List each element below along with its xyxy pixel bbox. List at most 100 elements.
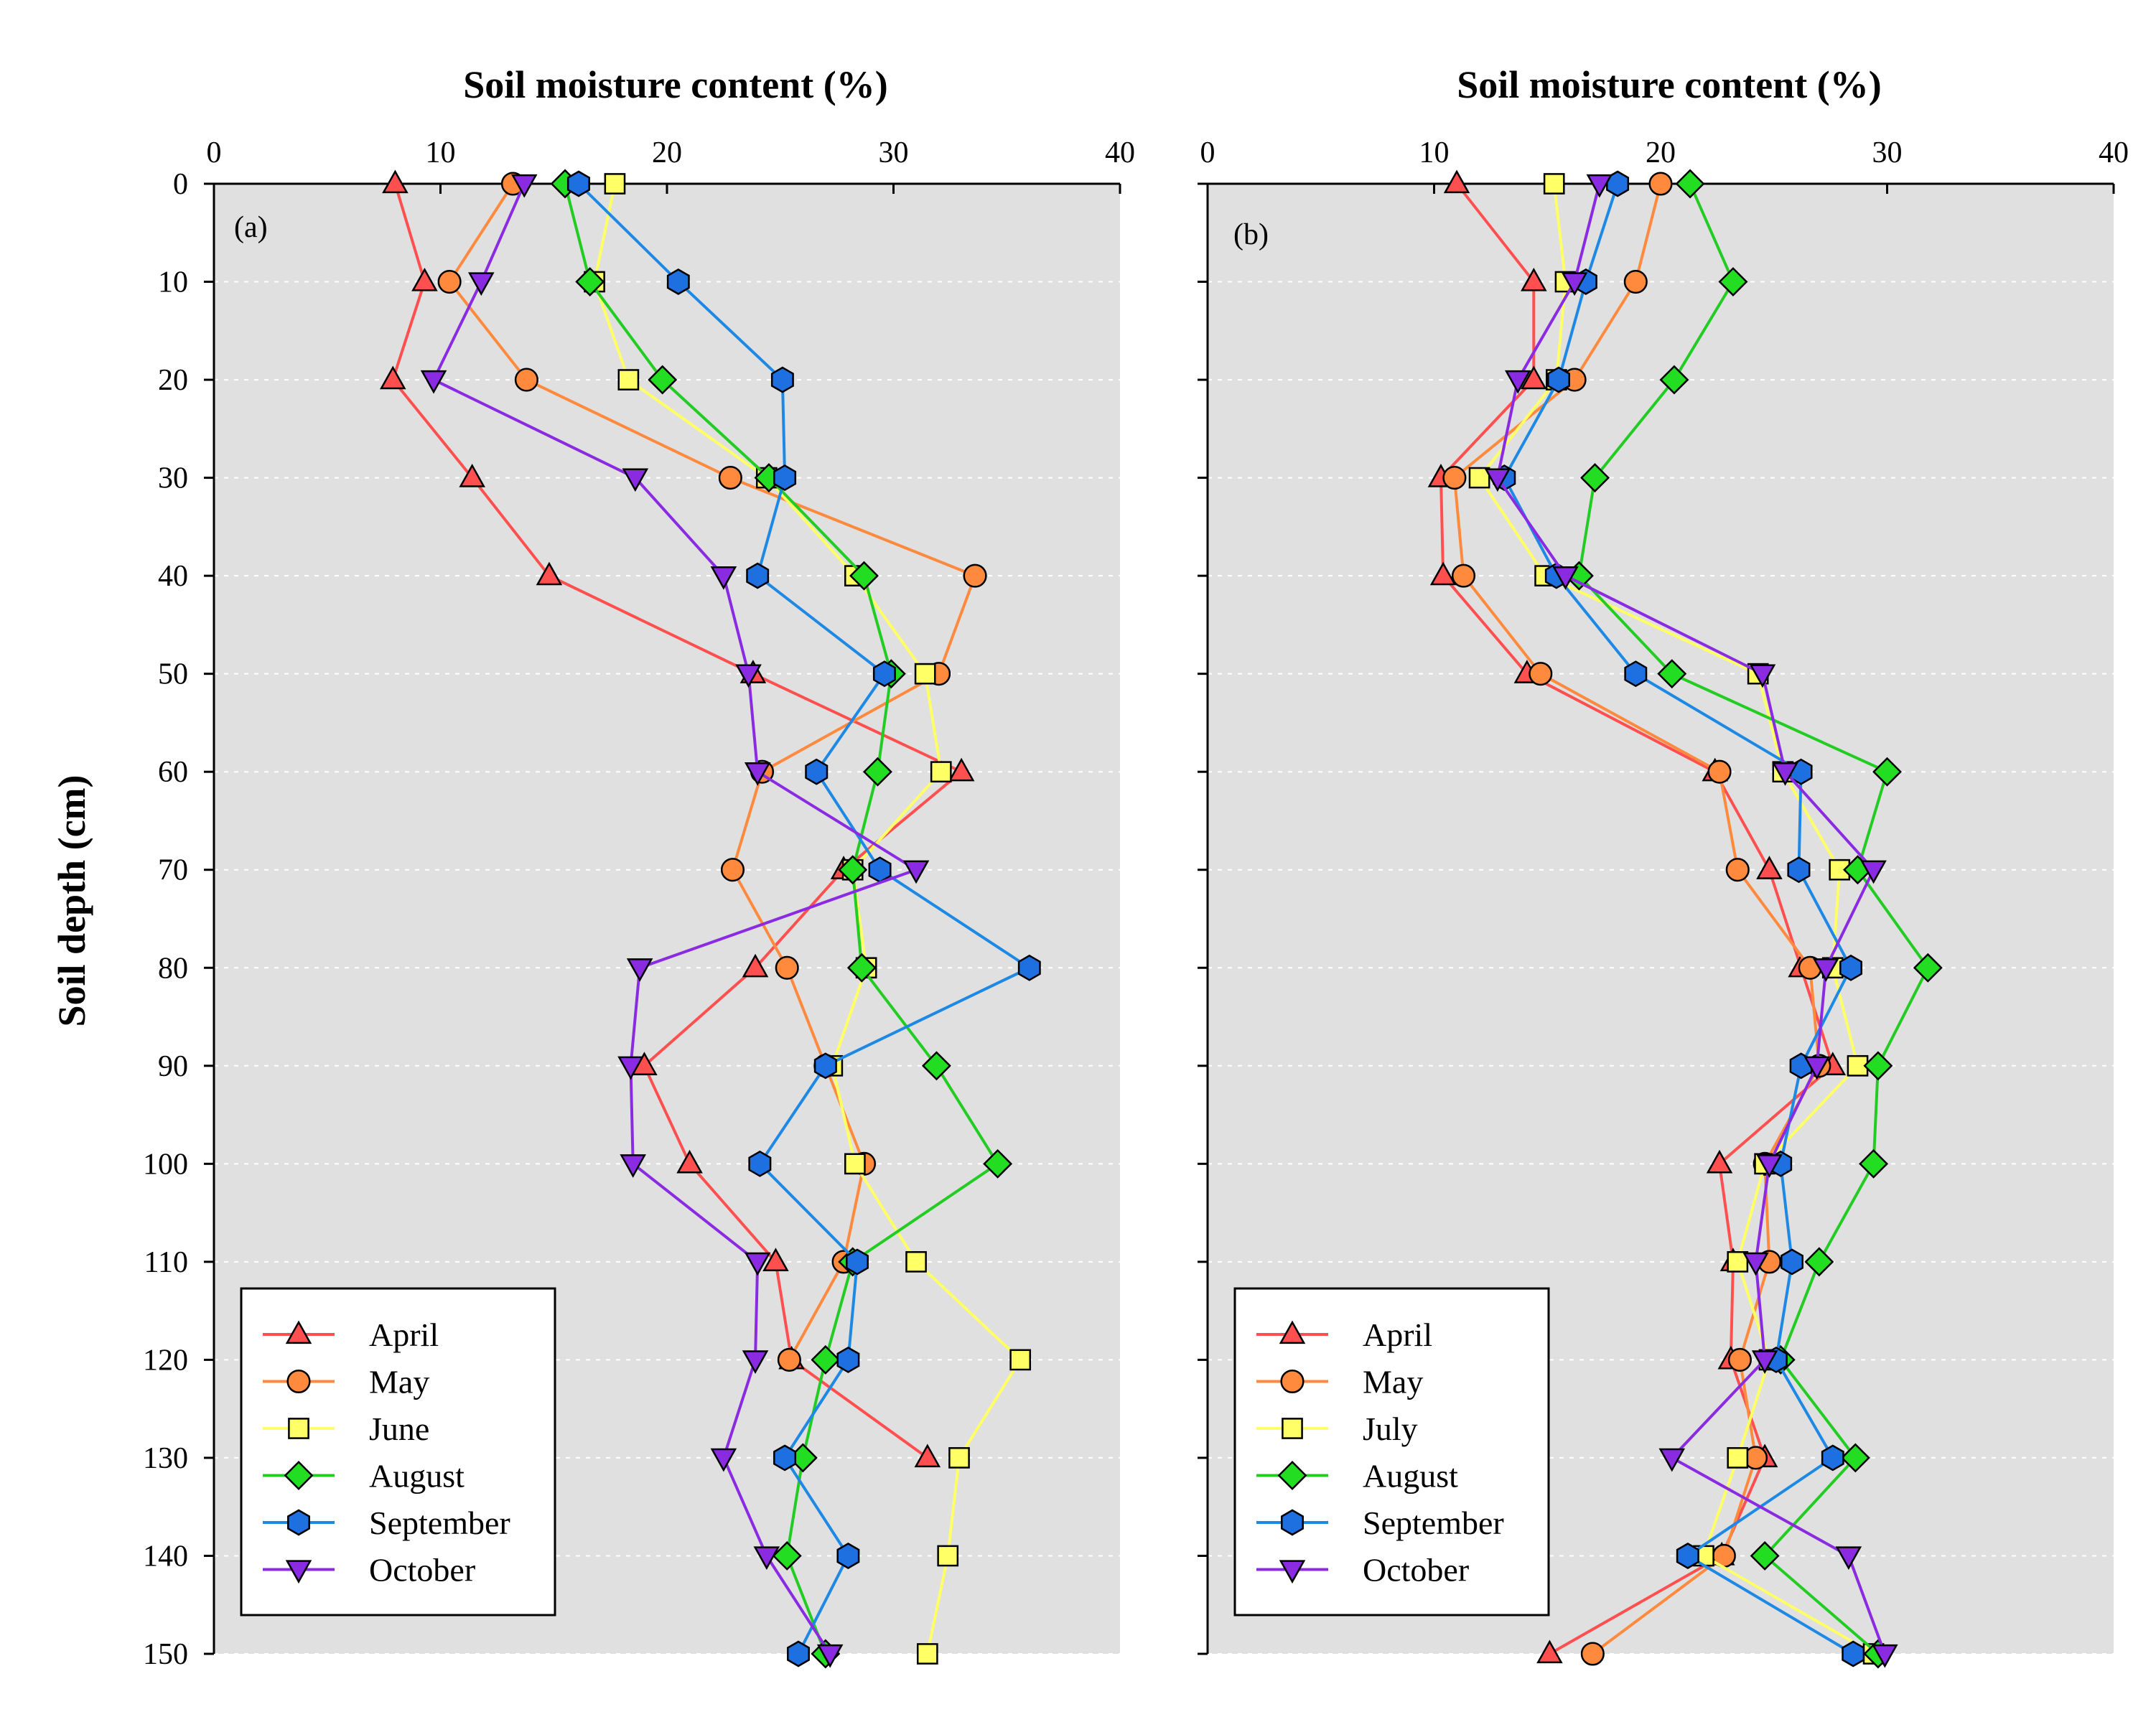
data-point-may (514, 368, 538, 392)
panel-b: Soil moisture content (%) 0 10 20 30 40 (b) … (1198, 63, 2129, 1669)
legend-marker (284, 1461, 314, 1490)
data-point-september (1839, 954, 1862, 981)
data-point-may (1623, 269, 1648, 294)
data-point-august (1804, 1247, 1834, 1277)
data-point-october (626, 958, 653, 982)
legend-marker (285, 1320, 312, 1344)
data-point-october (1772, 762, 1798, 786)
series-april (379, 169, 975, 1468)
x-tick-label: 20 (1646, 136, 1676, 169)
legend-marker (287, 1509, 310, 1536)
y-tick-label: 130 (143, 1442, 188, 1475)
data-point-june (930, 761, 952, 783)
gridlines-a (214, 281, 1120, 1655)
data-point-september (805, 758, 829, 785)
data-point-august (1750, 1541, 1780, 1571)
data-point-september (773, 1444, 797, 1472)
data-point-may (437, 269, 462, 294)
data-point-september (773, 464, 797, 492)
data-point-may (1727, 1347, 1752, 1372)
data-point-may (1451, 563, 1476, 588)
data-point-april (1443, 169, 1470, 194)
panel-a: Soil moisture content (%) 0 10 20 30 40 0 10 2… (143, 63, 1135, 1671)
y-tick-label: 10 (158, 266, 188, 299)
x-tick-label: 40 (2099, 136, 2129, 169)
legend-item-may: May (1256, 1364, 1423, 1400)
data-point-april (1706, 1149, 1733, 1174)
data-point-april (1521, 365, 1547, 390)
data-point-october (816, 1644, 844, 1668)
x-tick-label: 10 (1419, 136, 1450, 169)
series-october (420, 174, 930, 1668)
panel-label-a: (a) (234, 211, 268, 244)
data-point-june (1009, 1349, 1032, 1371)
series-october (1484, 174, 1898, 1668)
legend-b: April May July August September October (1233, 1287, 1550, 1617)
legend-marker (286, 1369, 311, 1394)
data-point-september (1787, 856, 1811, 884)
data-point-october (1751, 1350, 1778, 1374)
data-point-july (1468, 467, 1490, 489)
data-point-october (742, 1350, 769, 1374)
data-point-october (710, 1448, 737, 1472)
data-point-august (1657, 659, 1687, 689)
legend-item-september: September (263, 1505, 510, 1541)
data-point-may (777, 1347, 801, 1372)
x-axis-title-b: Soil moisture content (%) (1457, 63, 1881, 106)
data-point-april (382, 169, 409, 194)
data-point-september (666, 268, 690, 295)
data-point-october (1813, 958, 1839, 982)
y-tick-label: 120 (143, 1344, 188, 1377)
data-point-august (1872, 757, 1902, 787)
data-point-october (1803, 1056, 1830, 1080)
data-point-october (1504, 370, 1531, 394)
series-line-october (1495, 183, 1887, 1655)
x-ticks-b: 0 10 20 30 40 (1200, 136, 2129, 194)
legend-item-april: April (1256, 1316, 1432, 1353)
legend-item-may: May (263, 1364, 429, 1400)
data-point-september (770, 366, 794, 393)
legend-marker (1279, 1320, 1306, 1344)
y-tick-label: 0 (173, 168, 188, 201)
data-point-august (983, 1148, 1013, 1179)
x-tick-label: 0 (207, 136, 222, 169)
data-point-july (1727, 1251, 1749, 1273)
data-point-june (916, 1643, 938, 1665)
data-point-october (1860, 860, 1887, 884)
data-point-april (1536, 1639, 1563, 1664)
data-point-april (459, 464, 485, 487)
data-point-october (620, 1154, 646, 1178)
data-point-august (1863, 1051, 1893, 1081)
legend-marker (1279, 1560, 1306, 1584)
y-axis-title: Soil depth (cm) (50, 775, 93, 1027)
data-point-may (720, 858, 745, 882)
data-point-october (1484, 468, 1511, 492)
data-point-august (1718, 267, 1748, 297)
data-point-september (868, 856, 892, 884)
data-point-may (1580, 1642, 1605, 1666)
legend-label: September (1363, 1505, 1504, 1541)
data-point-april (1521, 267, 1547, 291)
data-point-june (905, 1251, 927, 1273)
y-tick-label: 40 (158, 560, 188, 593)
legend-label: May (369, 1364, 429, 1400)
legend-item-june: June (263, 1410, 429, 1447)
data-point-june (948, 1447, 970, 1469)
data-point-august (1913, 953, 1943, 983)
series-line-september (1503, 183, 1854, 1655)
series-line-may (1452, 183, 1821, 1655)
data-point-october (1756, 1154, 1783, 1178)
legend-label: July (1363, 1410, 1418, 1447)
data-point-april (536, 561, 563, 586)
x-tick-label: 30 (1872, 136, 1903, 169)
y-tick-label: 100 (143, 1148, 188, 1181)
legend-label: October (1363, 1552, 1469, 1589)
x-tick-label: 10 (426, 136, 456, 169)
data-point-august (772, 1541, 802, 1571)
data-point-october (902, 860, 930, 884)
legend-label: May (1363, 1364, 1423, 1400)
data-point-october (710, 566, 737, 590)
data-point-september (566, 170, 590, 197)
data-point-october (744, 762, 771, 786)
data-point-october (1552, 566, 1579, 590)
